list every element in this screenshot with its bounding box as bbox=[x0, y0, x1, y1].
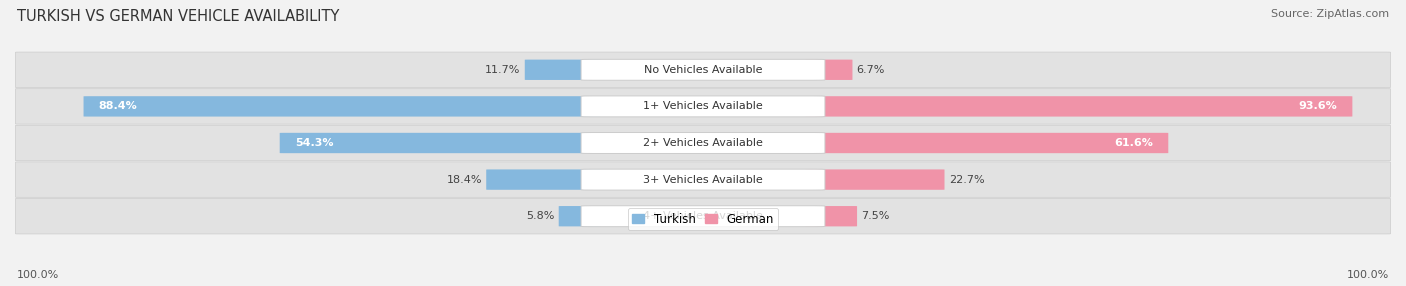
FancyBboxPatch shape bbox=[15, 162, 1391, 197]
FancyBboxPatch shape bbox=[581, 169, 825, 190]
FancyBboxPatch shape bbox=[15, 125, 1391, 161]
FancyBboxPatch shape bbox=[806, 96, 1353, 117]
Legend: Turkish, German: Turkish, German bbox=[627, 208, 779, 231]
FancyBboxPatch shape bbox=[486, 169, 600, 190]
FancyBboxPatch shape bbox=[806, 169, 945, 190]
FancyBboxPatch shape bbox=[15, 198, 1391, 234]
FancyBboxPatch shape bbox=[806, 133, 1168, 153]
Text: 18.4%: 18.4% bbox=[447, 175, 482, 184]
Text: 1+ Vehicles Available: 1+ Vehicles Available bbox=[643, 102, 763, 111]
FancyBboxPatch shape bbox=[581, 59, 825, 80]
Text: No Vehicles Available: No Vehicles Available bbox=[644, 65, 762, 75]
Text: 4+ Vehicles Available: 4+ Vehicles Available bbox=[643, 211, 763, 221]
FancyBboxPatch shape bbox=[15, 52, 1391, 88]
FancyBboxPatch shape bbox=[280, 133, 600, 153]
FancyBboxPatch shape bbox=[581, 96, 825, 117]
Text: TURKISH VS GERMAN VEHICLE AVAILABILITY: TURKISH VS GERMAN VEHICLE AVAILABILITY bbox=[17, 9, 339, 23]
Text: 3+ Vehicles Available: 3+ Vehicles Available bbox=[643, 175, 763, 184]
FancyBboxPatch shape bbox=[806, 59, 852, 80]
Text: 6.7%: 6.7% bbox=[856, 65, 884, 75]
Text: 5.8%: 5.8% bbox=[526, 211, 554, 221]
Text: 54.3%: 54.3% bbox=[295, 138, 333, 148]
Text: 88.4%: 88.4% bbox=[98, 102, 138, 111]
Text: 22.7%: 22.7% bbox=[949, 175, 984, 184]
FancyBboxPatch shape bbox=[558, 206, 600, 227]
FancyBboxPatch shape bbox=[524, 59, 600, 80]
FancyBboxPatch shape bbox=[581, 206, 825, 227]
FancyBboxPatch shape bbox=[806, 206, 858, 227]
FancyBboxPatch shape bbox=[83, 96, 600, 117]
Text: 93.6%: 93.6% bbox=[1299, 102, 1337, 111]
Text: 100.0%: 100.0% bbox=[1347, 270, 1389, 280]
Text: 2+ Vehicles Available: 2+ Vehicles Available bbox=[643, 138, 763, 148]
FancyBboxPatch shape bbox=[15, 89, 1391, 124]
Text: 61.6%: 61.6% bbox=[1114, 138, 1153, 148]
Text: Source: ZipAtlas.com: Source: ZipAtlas.com bbox=[1271, 9, 1389, 19]
Text: 7.5%: 7.5% bbox=[862, 211, 890, 221]
Text: 100.0%: 100.0% bbox=[17, 270, 59, 280]
Text: 11.7%: 11.7% bbox=[485, 65, 520, 75]
FancyBboxPatch shape bbox=[581, 132, 825, 154]
